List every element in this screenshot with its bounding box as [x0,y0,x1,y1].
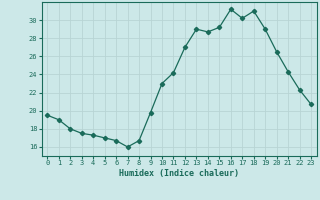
X-axis label: Humidex (Indice chaleur): Humidex (Indice chaleur) [119,169,239,178]
